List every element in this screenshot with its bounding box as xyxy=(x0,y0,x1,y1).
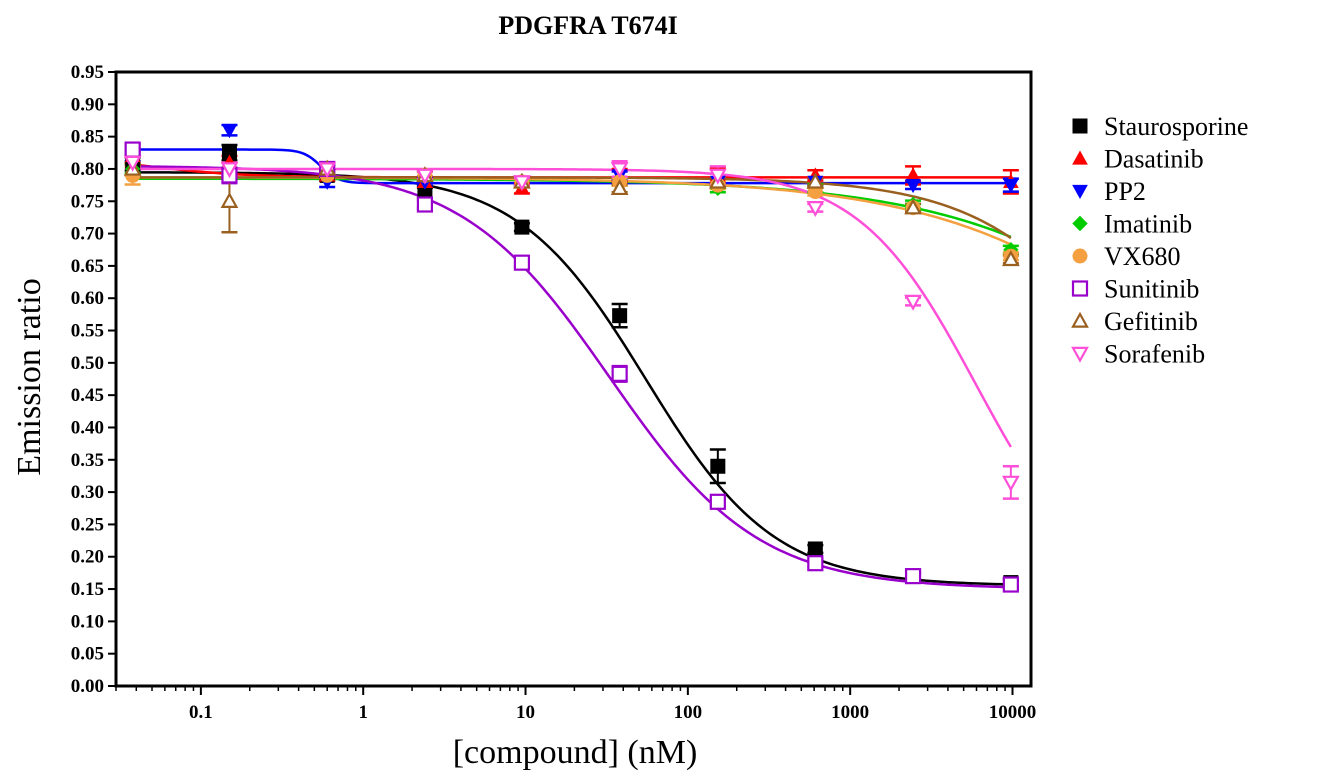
legend-label: Dasatinib xyxy=(1104,145,1204,174)
y-tick-label: 0.30 xyxy=(71,482,104,503)
data-point xyxy=(708,168,727,185)
legend-label: VX680 xyxy=(1104,242,1181,271)
legend-marker xyxy=(1072,118,1088,134)
y-tick-label: 0.25 xyxy=(71,514,104,535)
x-tick-label: 100 xyxy=(674,702,703,723)
data-point xyxy=(124,141,141,158)
y-axis-label: Emission ratio xyxy=(11,278,48,475)
data-point xyxy=(904,294,922,311)
legend-label: Staurosporine xyxy=(1104,112,1248,141)
y-tick-label: 0.35 xyxy=(71,450,104,471)
error-bars xyxy=(124,123,1019,590)
data-point xyxy=(610,179,629,196)
x-axis-label: [compound] (nM) xyxy=(453,734,698,771)
data-point xyxy=(1001,250,1020,267)
x-tick-label: 10 xyxy=(516,702,535,723)
legend-marker xyxy=(1071,280,1089,297)
fit-curve xyxy=(132,167,1012,448)
y-tick-label: 0.90 xyxy=(71,94,104,115)
legend-label: PP2 xyxy=(1104,177,1146,206)
data-point xyxy=(904,198,922,215)
y-tick-label: 0.60 xyxy=(71,288,104,309)
legend-label: Gefitinib xyxy=(1104,307,1198,336)
fit-curve xyxy=(132,165,1011,589)
legend-marker xyxy=(1072,215,1088,232)
legend-label: Sorafenib xyxy=(1104,340,1205,369)
data-points xyxy=(123,124,1020,593)
x-tick-label: 0.1 xyxy=(189,702,213,723)
data-point xyxy=(221,124,238,139)
data-point xyxy=(513,175,531,192)
y-tick-label: 0.20 xyxy=(71,547,104,568)
data-point xyxy=(123,155,142,172)
data-point xyxy=(220,191,239,208)
y-tick-label: 0.65 xyxy=(71,256,104,277)
y-tick-label: 0.40 xyxy=(71,417,104,438)
y-tick-label: 0.50 xyxy=(71,353,104,374)
y-tick-label: 0.05 xyxy=(71,644,104,665)
data-point xyxy=(905,179,921,194)
legend-marker xyxy=(1072,150,1088,165)
data-point xyxy=(220,162,239,179)
fit-curve xyxy=(132,177,1012,239)
data-point xyxy=(514,219,530,235)
y-tick-label: 0.55 xyxy=(71,321,104,342)
data-point xyxy=(1001,475,1020,492)
legend-label: Imatinib xyxy=(1104,210,1192,239)
data-point xyxy=(610,162,629,179)
fit-curve xyxy=(132,148,1011,185)
x-axis: 0.1 1 10 100 1000 10000 xyxy=(115,686,1037,723)
y-tick-label: 0.85 xyxy=(71,127,104,148)
data-point xyxy=(611,365,628,382)
chart-title: PDGFRA T674I xyxy=(498,11,677,40)
data-point xyxy=(612,308,628,324)
data-point xyxy=(807,555,824,572)
legend-marker xyxy=(1072,184,1088,200)
y-tick-label: 0.70 xyxy=(71,224,104,245)
legend-marker xyxy=(1072,248,1088,264)
data-point xyxy=(318,162,337,179)
data-point xyxy=(416,168,434,185)
data-point xyxy=(709,493,726,510)
data-point xyxy=(904,568,922,585)
y-axis: 0.00 0.05 0.10 0.15 0.20 0.25 0.30 0.35 0.40 0.45… xyxy=(71,62,116,697)
y-tick-label: 0.75 xyxy=(71,191,104,212)
data-point xyxy=(806,201,825,217)
legend-marker xyxy=(1071,311,1089,328)
x-tick-label: 1 xyxy=(358,702,368,723)
y-tick-label: 0.45 xyxy=(71,385,104,406)
fit-curve xyxy=(132,171,1011,586)
data-point xyxy=(806,172,825,189)
data-point xyxy=(1002,576,1019,593)
fit-curve xyxy=(132,176,1012,240)
y-tick-label: 0.80 xyxy=(71,159,104,180)
y-tick-label: 0.95 xyxy=(71,62,104,83)
plot-frame xyxy=(114,70,1033,688)
data-point xyxy=(807,541,823,557)
y-tick-label: 0.00 xyxy=(71,676,104,697)
data-point xyxy=(513,254,531,271)
x-tick-label: 1000 xyxy=(831,702,869,723)
fit-curves xyxy=(132,148,1012,589)
fit-curve xyxy=(132,176,1012,246)
data-point xyxy=(710,458,726,474)
y-tick-label: 0.10 xyxy=(71,611,104,632)
legend-marker xyxy=(1071,346,1089,363)
data-point xyxy=(416,196,434,213)
legend-label: Sunitinib xyxy=(1104,275,1199,304)
x-tick-label: 10000 xyxy=(989,702,1037,723)
y-tick-label: 0.15 xyxy=(71,579,104,600)
data-point xyxy=(1003,179,1019,194)
legend: Staurosporine Dasatinib PP2 Imatinib VX680 Su… xyxy=(1071,112,1248,369)
